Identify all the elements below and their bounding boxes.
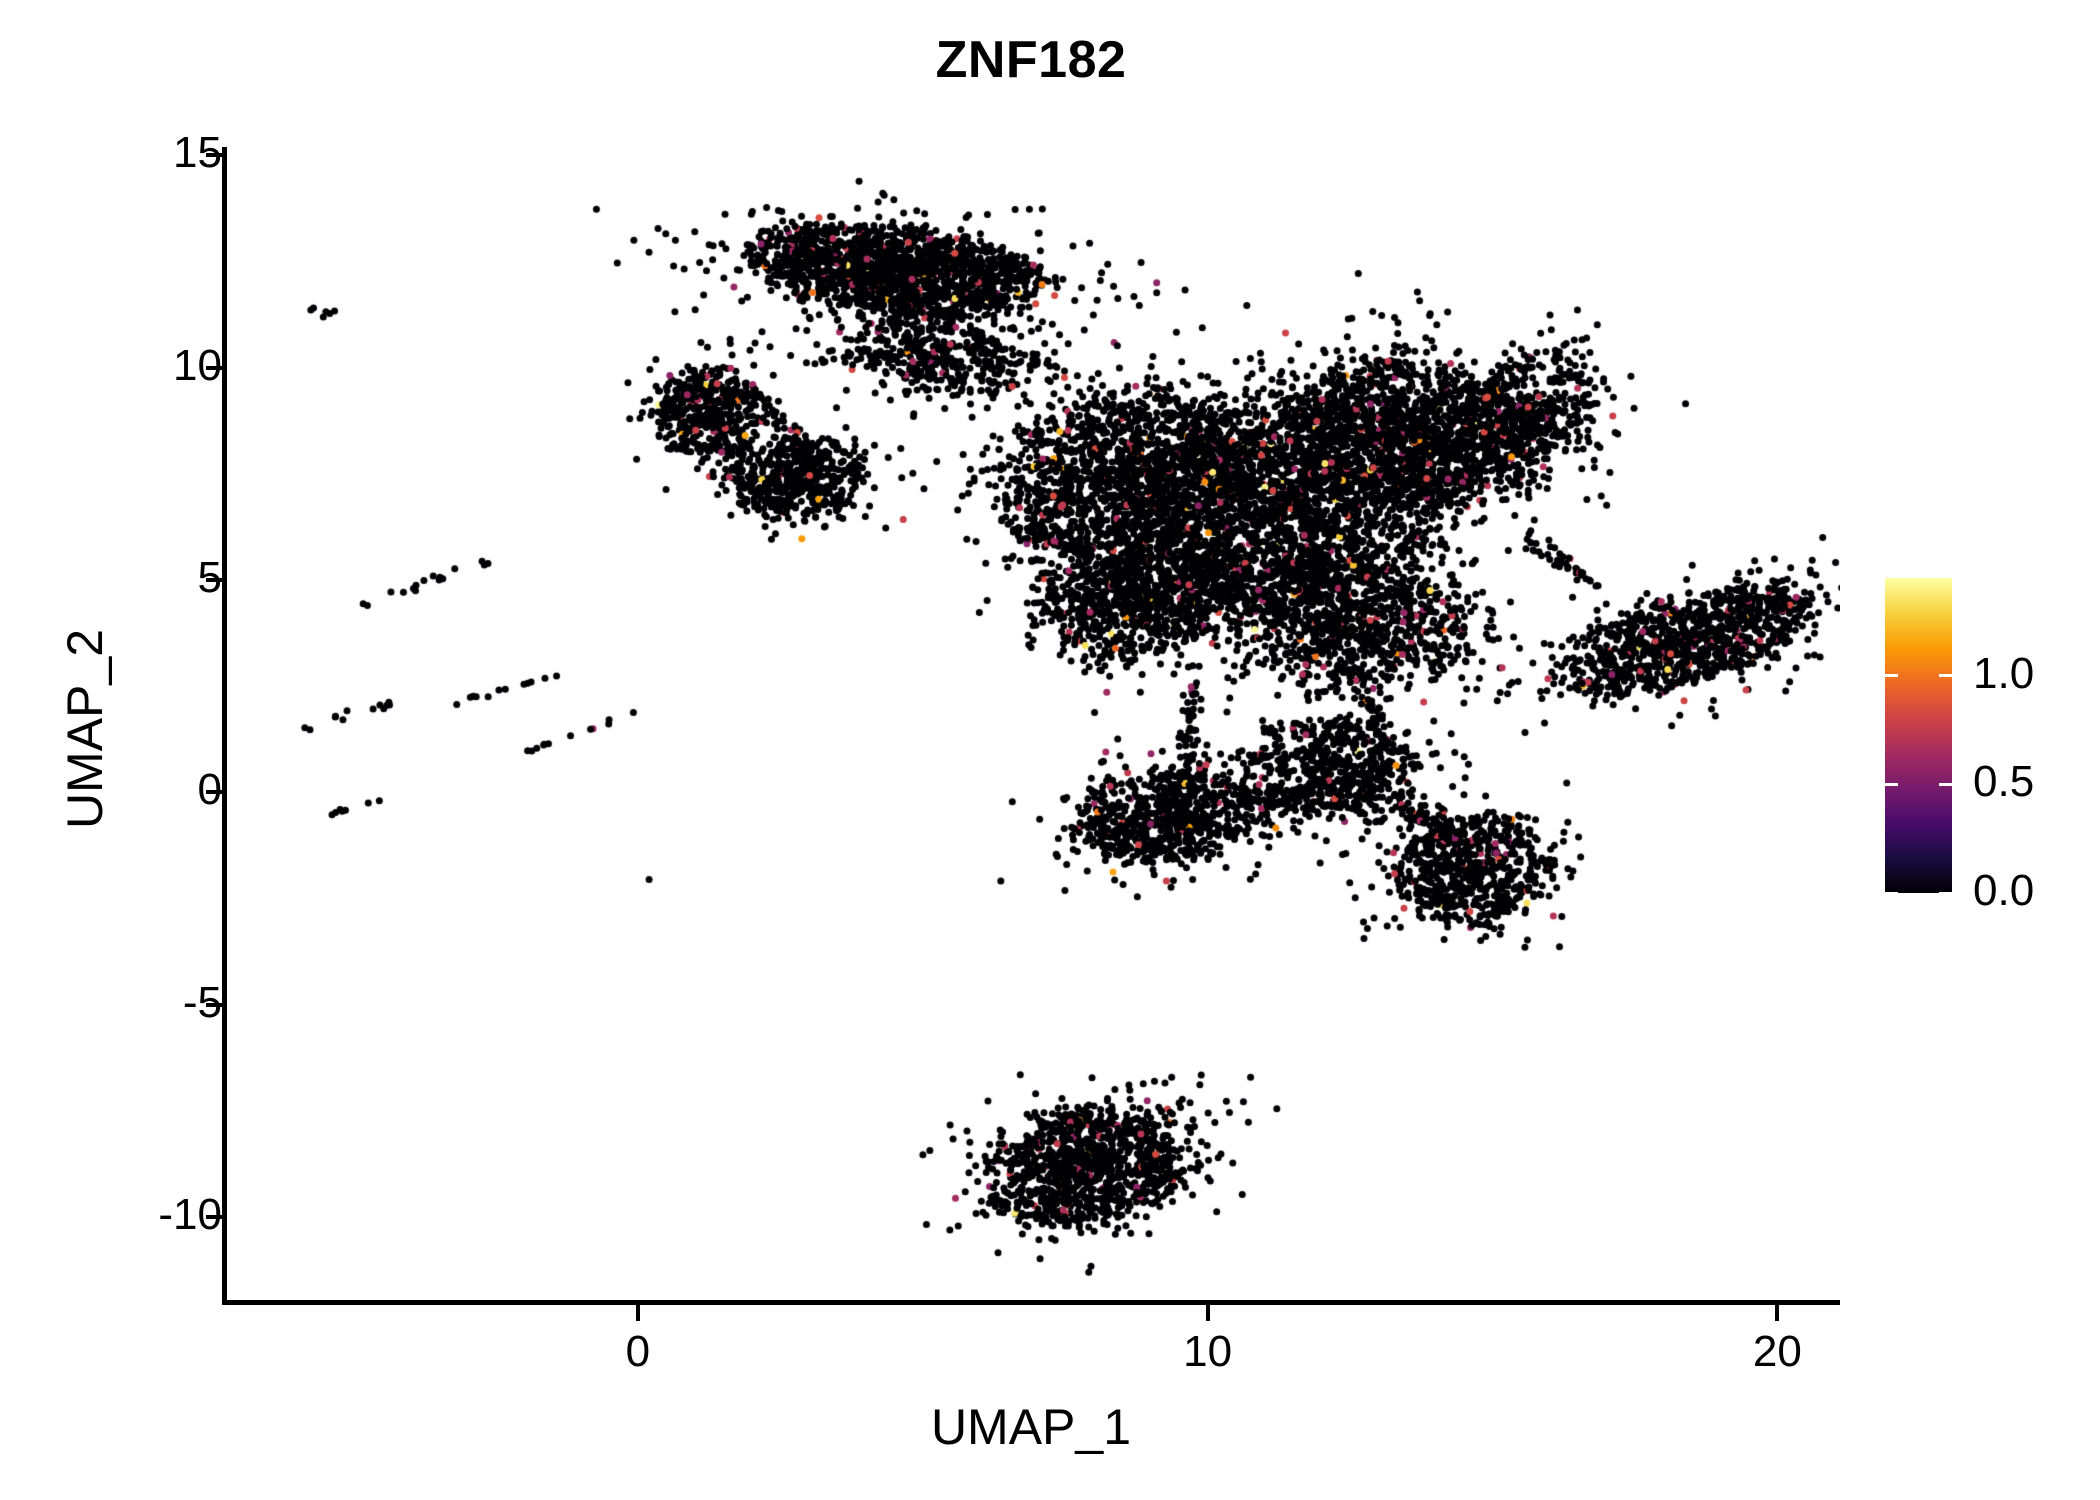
y-tick-label: 5 bbox=[197, 553, 222, 603]
x-tick-mark bbox=[1775, 1305, 1780, 1321]
x-tick-label: 0 bbox=[625, 1327, 651, 1376]
y-tick-label: 10 bbox=[173, 340, 222, 390]
x-axis-title: UMAP_1 bbox=[930, 1399, 1132, 1455]
colorbar-tick-mark bbox=[1939, 674, 1952, 678]
colorbar-tick-label: 0.0 bbox=[1973, 866, 2035, 915]
y-tick-mark bbox=[206, 1215, 222, 1220]
colorbar-tick-mark bbox=[1885, 674, 1898, 678]
colorbar-tick-label: 0.5 bbox=[1973, 757, 2035, 807]
y-axis-title: UMAP_2 bbox=[57, 628, 113, 830]
x-tick-label: 20 bbox=[1752, 1327, 1802, 1376]
colorbar-tick-mark bbox=[1939, 891, 1952, 895]
colorbar-tick-mark bbox=[1885, 891, 1898, 895]
x-tick-mark bbox=[635, 1305, 640, 1321]
y-tick-label: -5 bbox=[182, 977, 222, 1027]
y-tick-mark bbox=[206, 1002, 222, 1007]
y-tick-mark bbox=[206, 365, 222, 370]
colorbar-legend: 1.0 0.5 0.0 bbox=[1885, 578, 2085, 913]
x-axis-line bbox=[222, 1300, 1840, 1305]
colorbar-tick-mark bbox=[1885, 782, 1898, 786]
y-tick-mark bbox=[206, 790, 222, 795]
x-tick-mark bbox=[1205, 1305, 1210, 1321]
colorbar-tick-label: 1.0 bbox=[1973, 648, 2035, 698]
scatter-plot-canvas bbox=[222, 130, 1840, 1302]
x-tick-label: 10 bbox=[1183, 1327, 1233, 1376]
y-tick-mark bbox=[206, 153, 222, 158]
y-tick-label: 0 bbox=[197, 765, 222, 815]
y-tick-label: -10 bbox=[158, 1190, 222, 1240]
y-axis-line bbox=[222, 147, 227, 1305]
y-tick-mark bbox=[206, 578, 222, 583]
colorbar-tick-mark bbox=[1939, 782, 1952, 786]
page-title: ZNF182 bbox=[935, 31, 1127, 89]
y-tick-label: 15 bbox=[173, 128, 222, 178]
colorbar-gradient bbox=[1885, 578, 1952, 893]
